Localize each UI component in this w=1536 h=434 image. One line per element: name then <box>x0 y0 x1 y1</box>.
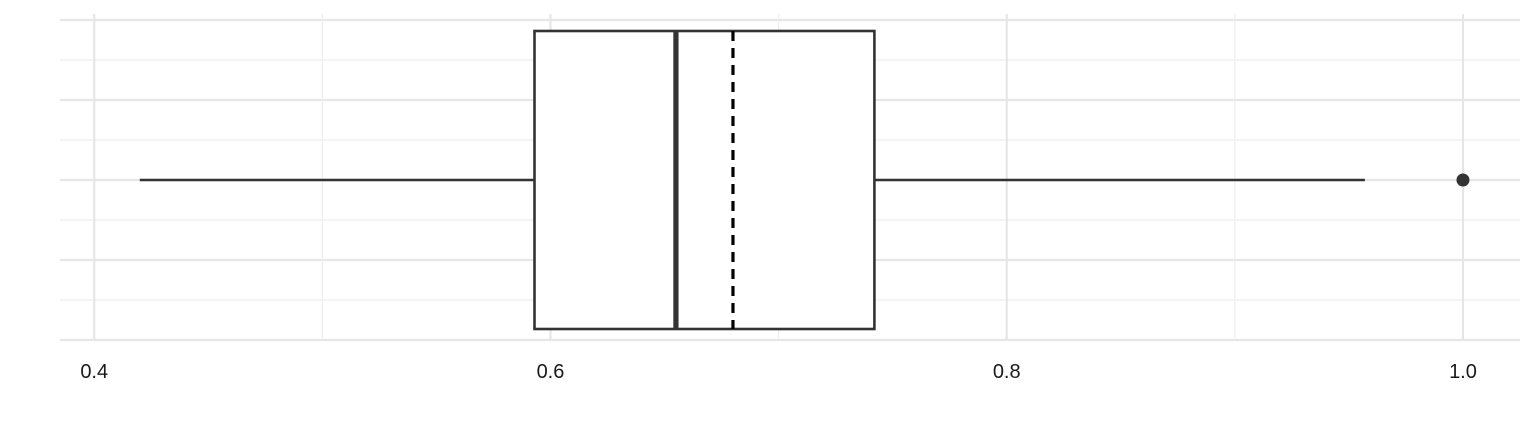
outlier-point <box>1456 173 1470 187</box>
x-axis: 0.4 0.6 0.8 1.0 <box>80 361 1477 383</box>
x-tick-label: 0.4 <box>80 361 108 383</box>
interquartile-box <box>533 29 876 331</box>
x-tick-label: 0.6 <box>537 361 565 383</box>
x-tick-label: 0.8 <box>993 361 1021 383</box>
x-tick-label: 1.0 <box>1449 361 1477 383</box>
boxplot <box>139 29 1470 331</box>
